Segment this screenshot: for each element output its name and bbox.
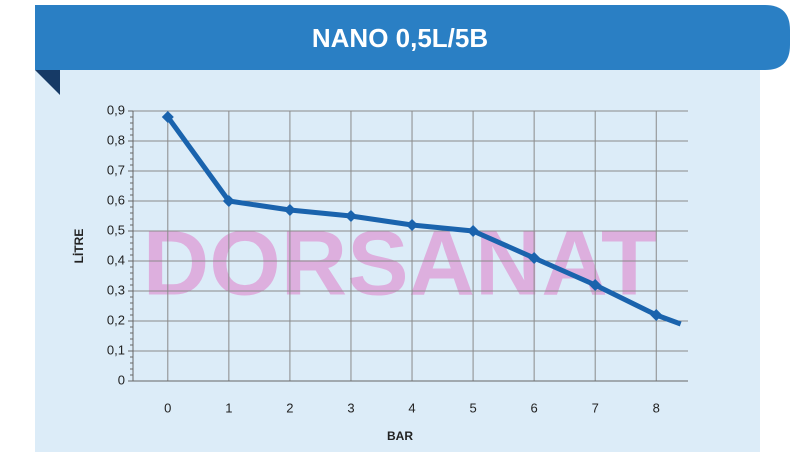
x-tick-label: 1 (225, 400, 232, 415)
data-point (161, 111, 174, 123)
data-point (283, 204, 296, 216)
title-banner (35, 5, 790, 70)
y-tick-label: 0,2 (107, 312, 125, 327)
data-point (650, 309, 663, 321)
y-axis-label: LİTRE (71, 229, 86, 264)
y-tick-label: 0,9 (107, 102, 125, 117)
y-tick-label: 0,6 (107, 192, 125, 207)
y-tick-label: 0,5 (107, 222, 125, 237)
x-tick-label: 8 (653, 400, 660, 415)
y-tick-label: 0,7 (107, 162, 125, 177)
x-tick-label: 0 (164, 400, 171, 415)
data-point (406, 219, 419, 231)
y-tick-label: 0 (118, 372, 125, 387)
watermark: DORSANAT (143, 212, 658, 314)
y-tick-label: 0,1 (107, 342, 125, 357)
x-tick-label: 6 (531, 400, 538, 415)
data-point (344, 210, 357, 222)
y-tick-label: 0,3 (107, 282, 125, 297)
x-tick-label: 5 (469, 400, 476, 415)
data-point (528, 252, 541, 264)
x-axis-label: BAR (387, 429, 413, 443)
y-tick-label: 0,4 (107, 252, 125, 267)
x-tick-label: 4 (408, 400, 415, 415)
chart-title: NANO 0,5L/5B (312, 23, 488, 53)
x-tick-label: 3 (347, 400, 354, 415)
data-point (467, 225, 480, 237)
x-tick-label: 7 (592, 400, 599, 415)
line-series (165, 115, 682, 327)
y-tick-label: 0,8 (107, 132, 125, 147)
data-point (222, 195, 235, 207)
x-tick-label: 2 (286, 400, 293, 415)
banner-fold (35, 70, 60, 95)
data-point (589, 279, 602, 291)
